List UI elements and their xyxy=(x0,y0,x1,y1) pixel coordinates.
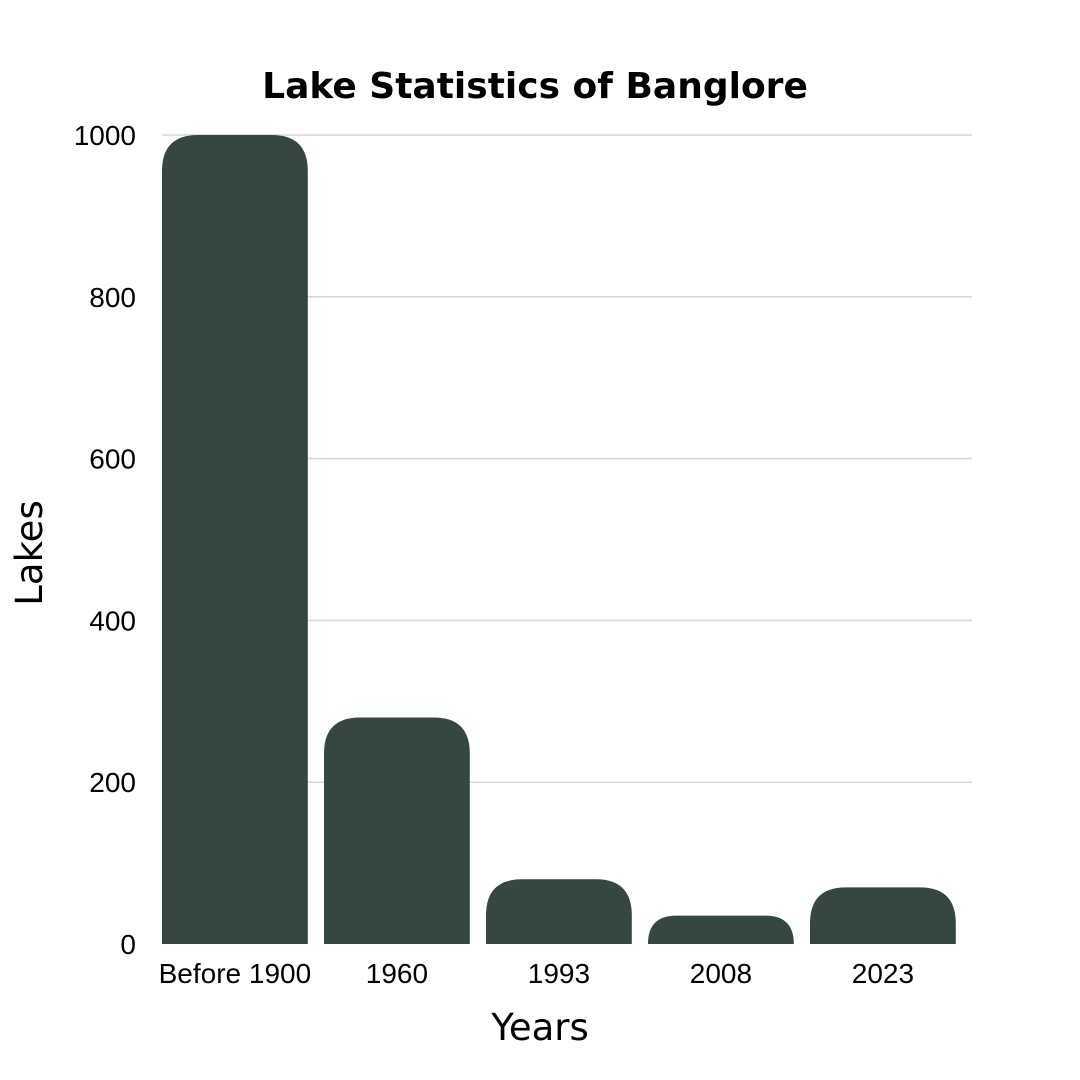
bars xyxy=(162,135,956,944)
x-tick-label: 1993 xyxy=(528,958,590,989)
x-axis-ticks: Before 1900 1960 1993 2008 2023 xyxy=(159,958,914,989)
x-tick-label: 2023 xyxy=(852,958,914,989)
chart-title: Lake Statistics of Banglore xyxy=(262,66,808,107)
y-tick-label: 800 xyxy=(89,282,136,313)
y-axis-title: Lakes xyxy=(8,500,51,605)
y-tick-label: 600 xyxy=(89,444,136,475)
bar-1993 xyxy=(486,879,632,944)
x-tick-label: 1960 xyxy=(366,958,428,989)
x-tick-label: 2008 xyxy=(690,958,752,989)
y-tick-label: 1000 xyxy=(74,120,136,151)
bar-before-1900 xyxy=(162,135,308,944)
bar-2023 xyxy=(810,887,956,944)
x-tick-label: Before 1900 xyxy=(159,958,312,989)
y-tick-label: 400 xyxy=(89,605,136,636)
x-axis-title: Years xyxy=(490,1006,589,1049)
y-tick-label: 0 xyxy=(120,929,136,960)
y-axis-ticks: 0 200 400 600 800 1000 xyxy=(74,120,136,960)
bar-2008 xyxy=(648,915,794,944)
bar-1960 xyxy=(324,717,470,944)
y-tick-label: 200 xyxy=(89,767,136,798)
